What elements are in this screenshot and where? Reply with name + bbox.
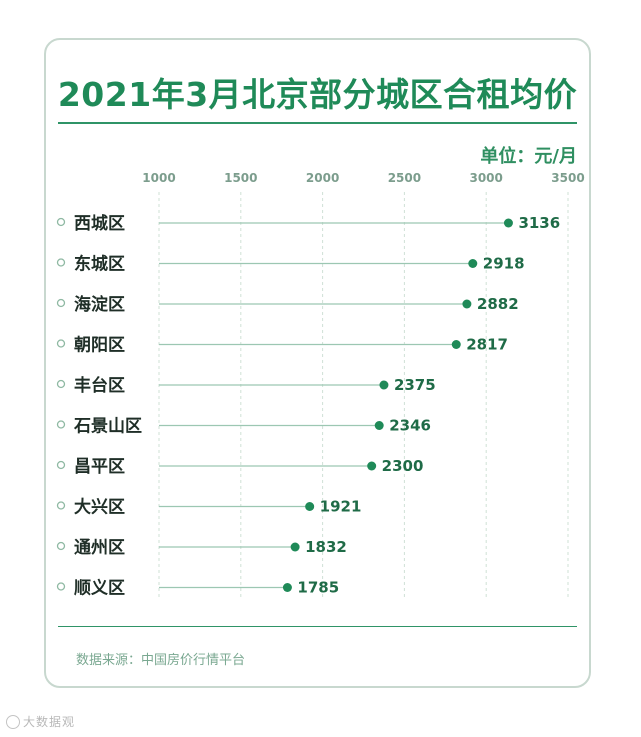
category-bullet-icon bbox=[56, 298, 66, 308]
watermark-logo-icon bbox=[6, 715, 20, 729]
value-label: 1832 bbox=[305, 538, 347, 556]
source-note: 数据来源：中国房价行情平台 bbox=[76, 653, 246, 668]
value-dot bbox=[367, 461, 377, 471]
x-tick-label: 2500 bbox=[388, 171, 421, 185]
value-label: 1785 bbox=[297, 579, 339, 597]
category-label: 顺义区 bbox=[74, 578, 125, 599]
value-label: 2918 bbox=[483, 255, 525, 273]
value-dot bbox=[374, 421, 384, 430]
value-label: 2817 bbox=[466, 336, 508, 354]
bottom-divider bbox=[58, 626, 577, 627]
category-label: 丰台区 bbox=[74, 375, 125, 396]
category-label: 海淀区 bbox=[74, 294, 125, 315]
value-label: 2882 bbox=[477, 295, 519, 313]
value-dot bbox=[468, 259, 478, 268]
title-divider bbox=[58, 122, 577, 124]
x-tick-label: 2000 bbox=[306, 171, 339, 185]
chart-svg: 1000 1500 2000 2500 3000 3500 西城区 3136 东城区 2918 海淀… bbox=[56, 171, 585, 599]
value-dot bbox=[379, 380, 389, 390]
category-bullet-icon bbox=[56, 582, 66, 591]
category-bullet-icon bbox=[56, 420, 66, 429]
watermark: 大数据观 bbox=[6, 713, 75, 730]
category-label: 东城区 bbox=[74, 254, 125, 275]
category-bullet-icon bbox=[56, 460, 66, 470]
category-label: 石景山区 bbox=[73, 417, 142, 437]
value-dot bbox=[462, 299, 472, 309]
chart-title: 2021年3月北京部分城区合租均价 bbox=[57, 75, 578, 114]
value-label: 2300 bbox=[382, 457, 424, 475]
x-tick-label: 1500 bbox=[224, 171, 257, 185]
value-dot bbox=[282, 583, 292, 592]
category-bullet-icon bbox=[56, 258, 66, 267]
category-label: 通州区 bbox=[74, 538, 125, 558]
category-label: 昌平区 bbox=[74, 457, 125, 477]
category-bullet-icon bbox=[56, 339, 66, 348]
value-dot bbox=[451, 340, 461, 349]
chart-card: 2021年3月北京部分城区合租均价 单位：元/月 数据来源：中国房价行情平台 bbox=[44, 38, 591, 688]
value-dot bbox=[503, 218, 513, 228]
category-label: 朝阳区 bbox=[74, 335, 125, 356]
value-dot bbox=[305, 502, 315, 511]
x-tick-label: 3500 bbox=[551, 171, 584, 185]
category-bullet-icon bbox=[56, 501, 66, 510]
unit-label: 单位：元/月 bbox=[480, 146, 577, 167]
x-tick-label: 3000 bbox=[469, 171, 502, 185]
value-label: 1921 bbox=[320, 498, 362, 516]
watermark-text: 大数据观 bbox=[23, 715, 76, 729]
category-bullet-icon bbox=[56, 379, 66, 389]
value-label: 2346 bbox=[389, 417, 431, 435]
x-tick-label: 1000 bbox=[142, 171, 175, 185]
category-bullet-icon bbox=[56, 541, 66, 551]
category-label: 大兴区 bbox=[74, 497, 125, 518]
category-bullet-icon bbox=[56, 217, 66, 227]
category-label: 西城区 bbox=[74, 214, 125, 234]
value-label: 2375 bbox=[394, 376, 436, 394]
value-dot bbox=[290, 542, 300, 552]
value-label: 3136 bbox=[518, 214, 560, 232]
